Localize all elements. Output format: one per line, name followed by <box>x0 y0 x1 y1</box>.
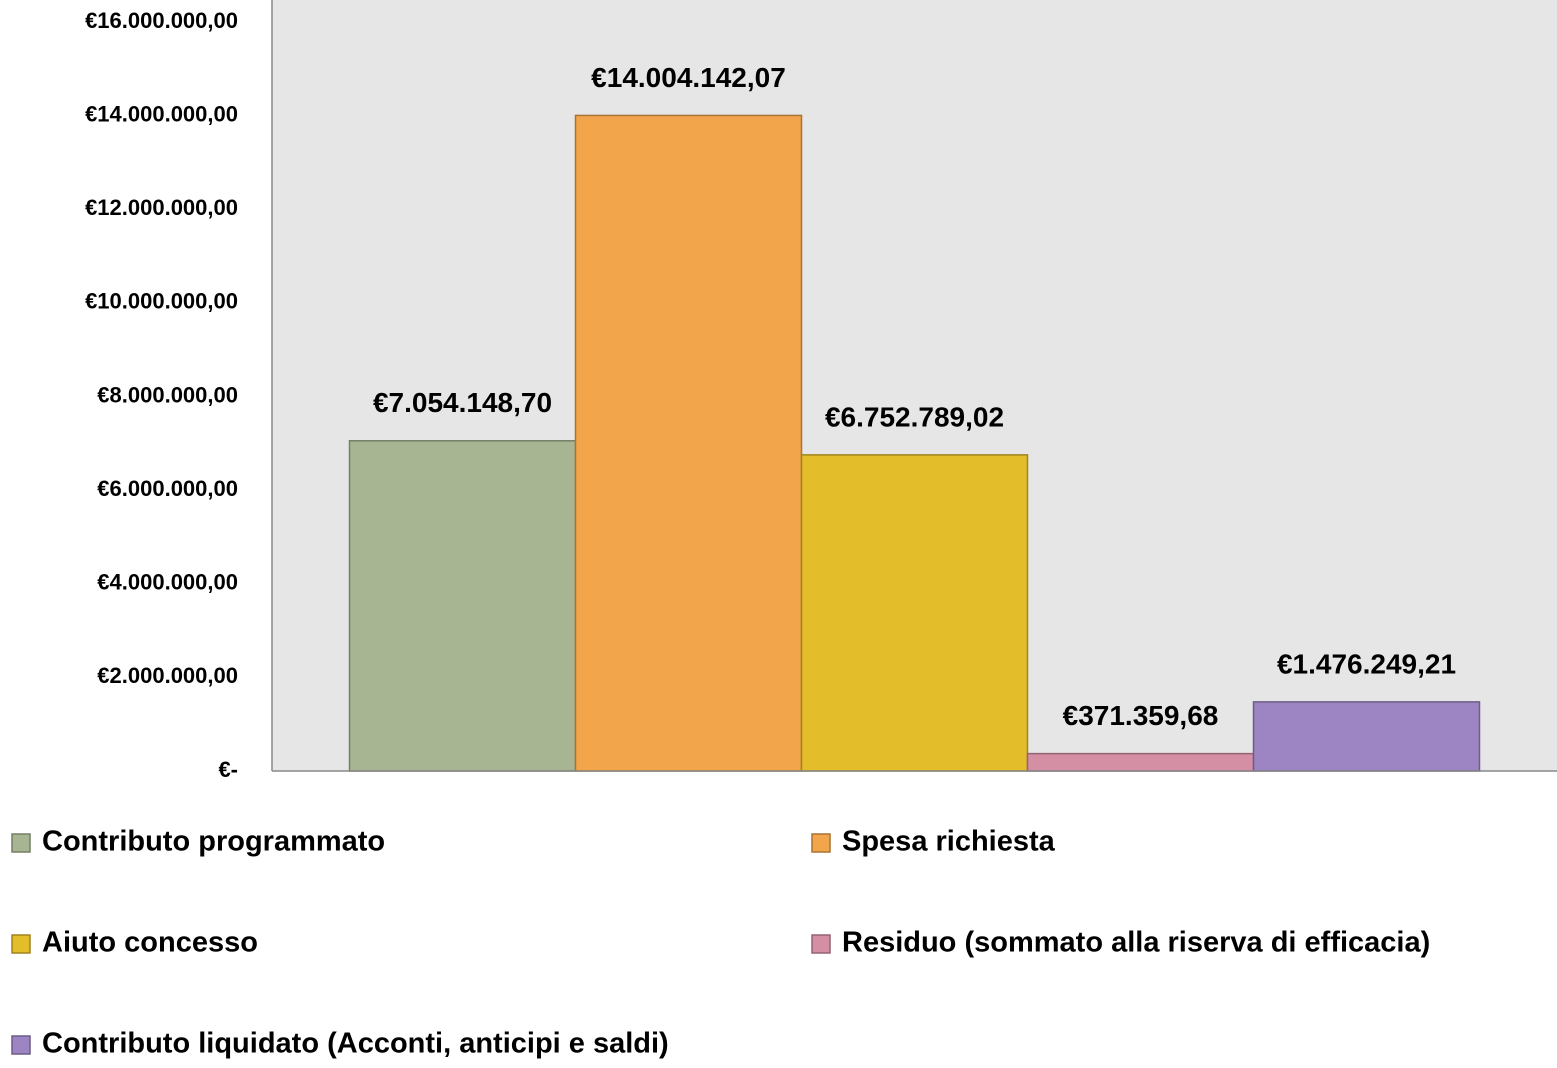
legend-swatch <box>11 934 31 954</box>
data-label: €6.752.789,02 <box>825 401 1004 432</box>
bar <box>574 114 803 772</box>
legend-label: Contributo liquidato (Acconti, anticipi … <box>42 1028 669 1060</box>
bar <box>1026 752 1255 772</box>
y-tick-label: €10.000.000,00 <box>85 289 238 314</box>
data-label: €1.476.249,21 <box>1277 648 1456 679</box>
y-tick-label: €16.000.000,00 <box>85 8 238 33</box>
y-tick-label: €6.000.000,00 <box>97 476 238 501</box>
legend-label: Aiuto concesso <box>42 927 258 959</box>
legend-swatch <box>811 833 831 853</box>
bar <box>348 440 577 772</box>
bar <box>1252 701 1481 772</box>
legend-swatch <box>11 833 31 853</box>
legend-swatch <box>811 934 831 954</box>
data-label: €7.054.148,70 <box>373 387 552 418</box>
legend-label: Contributo programmato <box>42 826 385 858</box>
y-tick-label: €2.000.000,00 <box>97 663 238 688</box>
y-tick-label: €4.000.000,00 <box>97 570 238 595</box>
legend-swatch <box>11 1035 31 1055</box>
legend-label: Spesa richiesta <box>842 826 1056 858</box>
y-tick-label: €14.000.000,00 <box>85 101 238 126</box>
data-label: €371.359,68 <box>1063 700 1219 731</box>
bar <box>800 454 1029 772</box>
y-tick-label: €8.000.000,00 <box>97 382 238 407</box>
data-label: €14.004.142,07 <box>591 62 786 93</box>
y-tick-label: €12.000.000,00 <box>85 195 238 220</box>
y-tick-label: €- <box>218 757 238 782</box>
legend-label: Residuo (sommato alla riserva di efficac… <box>842 927 1430 959</box>
